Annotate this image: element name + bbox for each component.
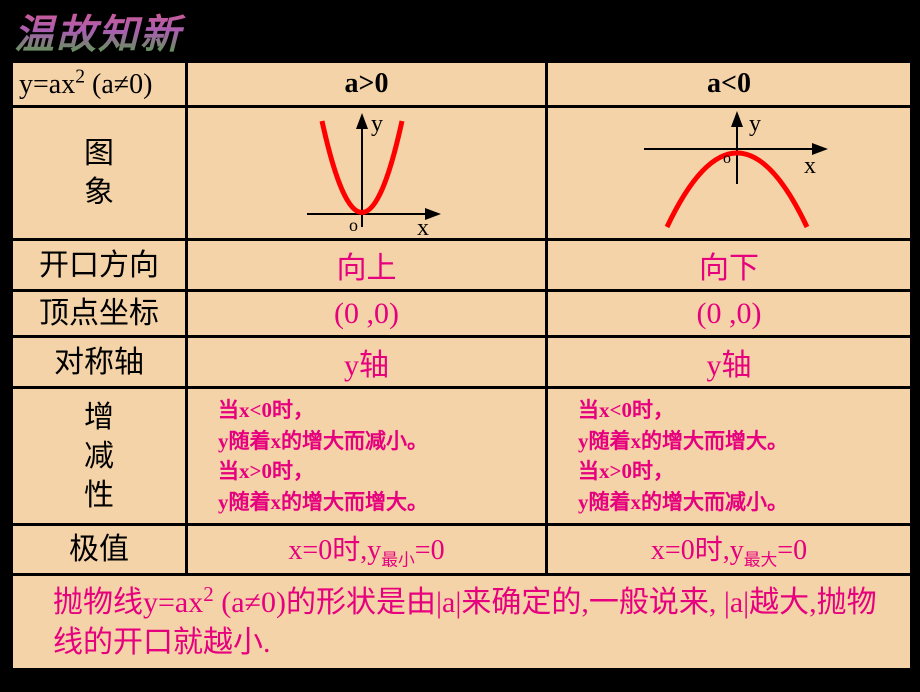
extreme-neg: x=0时,y最大=0 xyxy=(547,525,912,575)
row-axis: 对称轴 y轴 y轴 xyxy=(12,337,912,388)
origin-label: o xyxy=(723,150,731,167)
opening-pos: 向上 xyxy=(187,240,547,291)
hdr-a-positive: a>0 xyxy=(187,62,547,107)
properties-table: y=ax2 (a≠0) a>0 a<0 图象 y x o xyxy=(10,60,913,671)
label-axis: 对称轴 xyxy=(12,337,187,388)
mono-pos: 当x<0时，y随着x的增大而减小。当x>0时，y随着x的增大而增大。 xyxy=(187,388,547,525)
label-extreme: 极值 xyxy=(12,525,187,575)
hdr-formula: y=ax2 (a≠0) xyxy=(12,62,187,107)
parabola-down-icon: y x o xyxy=(619,109,839,237)
x-axis-label: x xyxy=(804,153,816,179)
graph-negative: y x o xyxy=(547,107,912,240)
row-vertex: 顶点坐标 (0 ,0) (0 ,0) xyxy=(12,291,912,337)
slide-title: 温故知新 xyxy=(10,2,910,60)
label-graph: 图象 xyxy=(12,107,187,240)
footer-note: 抛物线y=ax2 (a≠0)的形状是由|a|来确定的,一般说来, |a|越大,抛… xyxy=(12,574,912,669)
vertex-neg: (0 ,0) xyxy=(547,291,912,337)
x-axis-label: x xyxy=(417,215,429,237)
axis-pos: y轴 xyxy=(187,337,547,388)
parabola-up-icon: y x o xyxy=(267,109,467,237)
origin-label: o xyxy=(349,215,358,235)
row-extreme: 极值 x=0时,y最小=0 x=0时,y最大=0 xyxy=(12,525,912,575)
row-monotonicity: 增减性 当x<0时，y随着x的增大而减小。当x>0时，y随着x的增大而增大。 当… xyxy=(12,388,912,525)
axis-neg: y轴 xyxy=(547,337,912,388)
row-graph: 图象 y x o xyxy=(12,107,912,240)
row-opening: 开口方向 向上 向下 xyxy=(12,240,912,291)
label-opening: 开口方向 xyxy=(12,240,187,291)
label-vertex: 顶点坐标 xyxy=(12,291,187,337)
extreme-pos: x=0时,y最小=0 xyxy=(187,525,547,575)
hdr-a-negative: a<0 xyxy=(547,62,912,107)
opening-neg: 向下 xyxy=(547,240,912,291)
graph-positive: y x o xyxy=(187,107,547,240)
y-axis-label: y xyxy=(371,111,383,137)
y-axis-label: y xyxy=(749,111,761,137)
header-row: y=ax2 (a≠0) a>0 a<0 xyxy=(12,62,912,107)
label-mono: 增减性 xyxy=(12,388,187,525)
vertex-pos: (0 ,0) xyxy=(187,291,547,337)
mono-neg: 当x<0时，y随着x的增大而增大。当x>0时，y随着x的增大而减小。 xyxy=(547,388,912,525)
row-footer: 抛物线y=ax2 (a≠0)的形状是由|a|来确定的,一般说来, |a|越大,抛… xyxy=(12,574,912,669)
